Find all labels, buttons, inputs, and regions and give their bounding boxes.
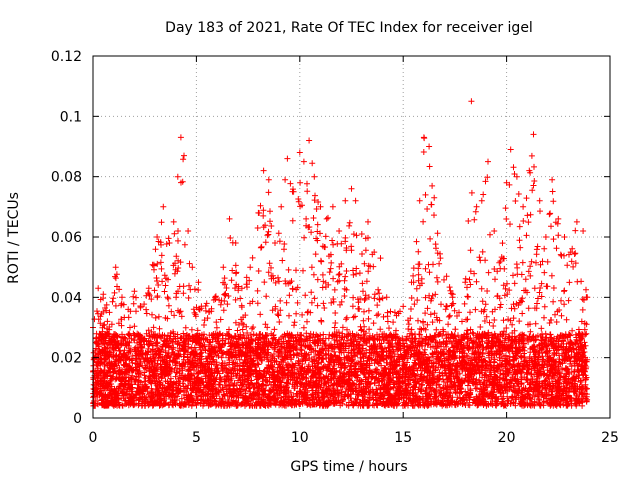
x-tick-label: 5	[192, 430, 201, 446]
y-tick-label: 0.12	[51, 49, 82, 65]
y-tick-label: 0.1	[60, 109, 82, 125]
x-tick-label: 20	[498, 430, 516, 446]
data-points	[90, 98, 591, 409]
scatter-markers	[90, 98, 591, 409]
y-tick-label: 0.04	[51, 290, 82, 306]
y-tick-label: 0.08	[51, 170, 82, 186]
y-axis-label: ROTI / TECUs	[6, 192, 22, 284]
chart-title: Day 183 of 2021, Rate Of TEC Index for r…	[165, 20, 533, 36]
grid	[93, 56, 610, 418]
axis-ticks: 0 5 10 15 20 25 0 0.02 0.04 0.06 0.08 0.1 0.12	[51, 49, 619, 446]
y-tick-label: 0	[73, 411, 82, 427]
x-tick-label: 0	[89, 430, 98, 446]
x-tick-label: 25	[601, 430, 619, 446]
y-tick-label: 0.06	[51, 230, 82, 246]
x-tick-label: 10	[291, 430, 309, 446]
x-tick-label: 15	[394, 430, 412, 446]
x-axis-label: GPS time / hours	[290, 459, 407, 475]
y-tick-label: 0.02	[51, 351, 82, 367]
